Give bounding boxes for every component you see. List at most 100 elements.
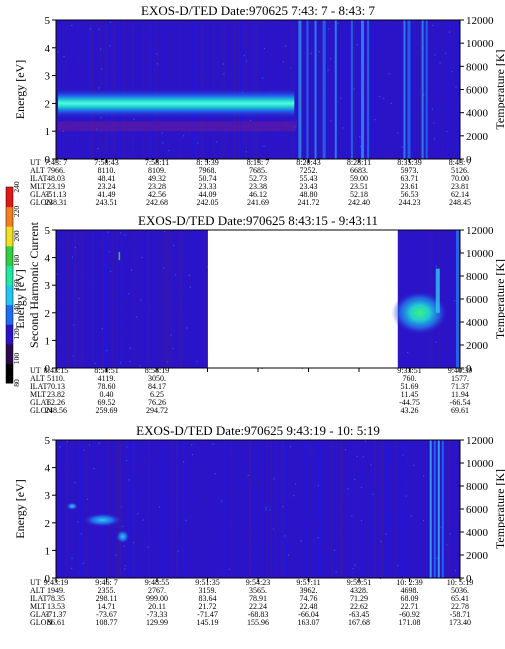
table-cell: 55.43: [300, 174, 318, 183]
noise-dot: [188, 274, 190, 276]
noise-dot: [191, 355, 193, 357]
y2-tick-label: 10000: [466, 38, 494, 50]
noise-streak: [92, 230, 95, 368]
noise-dot: [71, 442, 74, 444]
table-cell: -71.37: [46, 610, 67, 619]
table-cell: 3565.: [249, 586, 267, 595]
noise-dot: [216, 136, 218, 139]
table-cell: 9:59:51: [347, 578, 371, 587]
noise-dot: [360, 487, 363, 489]
noise-dot: [433, 138, 435, 140]
noise-streak: [201, 230, 203, 368]
table-cell: 8:43: 7: [449, 158, 471, 167]
noise-dot: [227, 142, 230, 144]
noise-dot: [170, 20, 172, 22]
colorbar-label: Second Harmonic Current: [27, 221, 41, 348]
noise-dot: [107, 238, 109, 240]
table-cell: 69.52: [98, 398, 116, 407]
noise-streak: [320, 440, 322, 578]
table-cell: 11.94: [451, 390, 469, 399]
noise-dot: [121, 343, 123, 345]
noise-dot: [105, 36, 108, 38]
noise-streak: [270, 440, 272, 578]
noise-streak: [386, 440, 388, 578]
noise-dot: [145, 517, 147, 519]
noise-dot: [207, 266, 209, 268]
noise-dot: [379, 95, 381, 98]
noise-dot: [428, 470, 431, 472]
noise-dot: [449, 44, 451, 46]
noise-dot: [321, 543, 323, 545]
table-cell: 167.68: [348, 618, 370, 627]
y-tick-label: 1: [45, 335, 51, 347]
noise-streak: [304, 20, 305, 159]
noise-dot: [424, 357, 426, 359]
noise-streak: [116, 440, 117, 578]
noise-dot: [59, 446, 61, 448]
noise-dot: [79, 363, 81, 365]
noise-dot: [117, 140, 120, 142]
noise-dot: [390, 466, 392, 468]
y2-axis-label: Temperature [K]: [493, 259, 505, 339]
table-cell: 41.49: [98, 190, 116, 199]
noise-streak: [401, 440, 403, 578]
noise-streak: [65, 230, 68, 368]
noise-dot: [183, 461, 185, 463]
noise-dot: [371, 573, 373, 576]
noise-streak: [334, 440, 336, 578]
table-row-label: GLON: [30, 406, 52, 415]
table-cell: 9:57:11: [296, 578, 320, 587]
table-cell: 145.19: [197, 618, 219, 627]
noise-dot: [135, 539, 138, 541]
noise-dot: [150, 54, 152, 56]
table-cell: 59.00: [350, 174, 368, 183]
noise-dot: [429, 95, 432, 97]
noise-streak: [170, 230, 172, 368]
noise-dot: [83, 78, 85, 80]
noise-dot: [66, 440, 68, 443]
noise-streak: [455, 230, 457, 368]
noise-dot: [330, 120, 332, 122]
noise-dot: [438, 354, 440, 356]
noise-dot: [411, 79, 413, 81]
noise-streak: [385, 440, 387, 578]
noise-dot: [88, 524, 90, 526]
noise-dot: [269, 509, 271, 511]
noise-dot: [127, 29, 129, 31]
noise-dot: [362, 456, 364, 458]
noise-dot: [86, 35, 88, 37]
noise-dot: [255, 482, 258, 484]
y-tick-label: 5: [45, 225, 51, 237]
noise-dot: [120, 499, 122, 501]
noise-dot: [125, 312, 127, 314]
noise-dot: [85, 475, 87, 477]
noise-dot: [341, 473, 343, 475]
table-cell: 5036.: [451, 586, 469, 595]
noise-streak: [165, 230, 168, 368]
noise-dot: [158, 506, 161, 508]
noise-dot: [98, 28, 100, 30]
noise-streak: [308, 440, 311, 578]
table-cell: 248.45: [449, 198, 471, 207]
noise-dot: [59, 501, 61, 503]
noise-dot: [294, 483, 297, 485]
colorbar-segment: [6, 206, 13, 227]
noise-dot: [156, 40, 159, 42]
table-cell: 6683.: [350, 166, 368, 175]
noise-dot: [370, 464, 372, 466]
noise-dot: [340, 97, 342, 99]
noise-dot: [392, 510, 395, 512]
noise-dot: [341, 156, 343, 158]
noise-dot: [212, 530, 214, 532]
noise-streak: [353, 440, 354, 578]
noise-dot: [128, 485, 130, 488]
energy-streak: [433, 440, 436, 578]
noise-dot: [420, 97, 422, 99]
table-cell: 42.56: [148, 190, 166, 199]
colorbar-tick-label: 120: [12, 328, 21, 340]
noise-streak: [120, 230, 122, 368]
table-cell: 242.68: [146, 198, 168, 207]
noise-dot: [187, 529, 189, 532]
lower-band: [58, 121, 297, 132]
noise-dot: [365, 88, 367, 90]
